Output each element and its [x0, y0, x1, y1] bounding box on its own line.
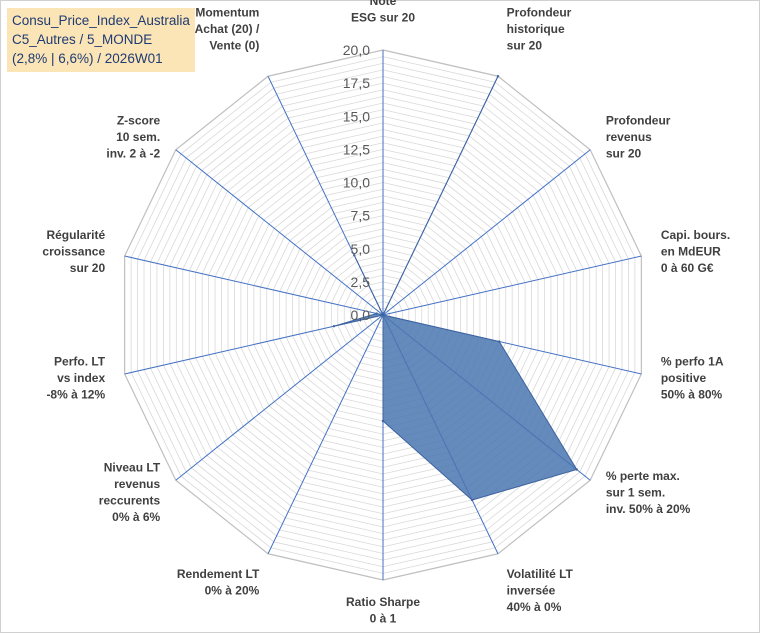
axis-label: Perfo. LT vs index -8% à 12% [46, 355, 105, 402]
axis-label-line: 10 sem. [116, 130, 160, 144]
tick-label: 0,0 [351, 307, 371, 323]
series-point [381, 313, 385, 317]
axis-label-line: croissance [42, 244, 105, 258]
radar-series [332, 75, 578, 502]
axis-label-line: en MdEUR [661, 244, 721, 258]
axis-label-line: historique [507, 22, 565, 36]
axis-label-line: reccurents [99, 494, 161, 508]
axis-label: Volatilité LT inversée 40% à 0% [507, 567, 574, 614]
series-point [353, 254, 356, 257]
radar-spoke [382, 149, 591, 316]
axis-label-line: Momentum [195, 6, 259, 20]
series-area [333, 76, 578, 501]
series-point [332, 325, 336, 328]
axis-label-line: Capi. bours. [661, 228, 730, 242]
axis-label-line: ESG sur 20 [351, 11, 415, 25]
axis-label: Z-score 10 sem. inv. 2 à -2 [106, 114, 160, 161]
radar-spoke [175, 149, 384, 316]
radar-axis-labels: Note ESG sur 20 Profondeur historique sur 20… [42, 0, 730, 626]
chart-title-box: Consu_Price_Index_Australia C5_Autres / … [7, 8, 195, 72]
tick-label: 2,5 [351, 274, 371, 290]
radar-spoke [175, 314, 384, 481]
axis-label-line: sur 20 [70, 261, 106, 275]
tick-label: 10,0 [343, 175, 370, 191]
series-point [375, 312, 378, 315]
radar-tick-labels: 0,0 2,5 5,0 7,5 10,0 12,5 15,0 17,5 20,0 [343, 42, 370, 323]
axis-label: % perfo 1A positive 50% à 80% [661, 355, 724, 402]
axis-label: Profondeur revenus sur 20 [606, 114, 671, 161]
axis-label: Capi. bours. en MdEUR 0 à 60 G€ [661, 228, 730, 275]
axis-label-line: Perfo. LT [54, 355, 106, 369]
series-point [498, 340, 501, 343]
tick-label: 5,0 [351, 241, 371, 257]
axis-label-line: inv. 50% à 20% [606, 502, 691, 516]
axis-label: Momentum Achat (20) / Vente (0) [195, 6, 260, 53]
axis-label-line: positive [661, 371, 707, 385]
axis-label: Profondeur historique sur 20 [507, 6, 572, 53]
axis-label-line: -8% à 12% [46, 388, 105, 402]
tick-label: 15,0 [343, 108, 370, 124]
series-point [496, 75, 500, 78]
axis-label-line: Achat (20) / [195, 22, 260, 36]
axis-label: Rendement LT 0% à 20% [177, 567, 260, 598]
axis-label-line: inv. 2 à -2 [106, 147, 160, 161]
radar-spoke [124, 255, 384, 316]
axis-label-line: Z-score [117, 114, 161, 128]
radar-spoke [267, 314, 384, 554]
axis-label-line: revenus [114, 477, 160, 491]
axis-label-line: 50% à 80% [661, 388, 723, 402]
axis-label-line: Ratio Sharpe [346, 595, 420, 609]
axis-label-line: % perte max. [606, 469, 680, 483]
axis-label-line: inversée [507, 583, 556, 597]
axis-label-line: % perfo 1A [661, 355, 724, 369]
axis-label-line: sur 20 [507, 39, 543, 53]
chart-title-line-1: Consu_Price_Index_Australia [12, 13, 190, 28]
axis-label-line: sur 1 sem. [606, 485, 665, 499]
axis-label-line: 0% à 6% [112, 510, 160, 524]
tick-label: 7,5 [351, 208, 371, 224]
axis-label-line: Profondeur [507, 6, 572, 20]
axis-label: Régularité croissance sur 20 [42, 228, 105, 275]
axis-label-line: Volatilité LT [507, 567, 574, 581]
axis-label-line: 0% à 20% [205, 583, 260, 597]
axis-label: Note ESG sur 20 [351, 0, 415, 25]
axis-label-line: revenus [606, 130, 652, 144]
series-point [470, 498, 474, 502]
axis-label: Ratio Sharpe 0 à 1 [346, 595, 420, 626]
chart-title-line-3: (2,8% | 6,6%) / 2026W01 [12, 51, 163, 66]
series-point [575, 468, 578, 471]
series-point [381, 419, 385, 423]
axis-label-line: Rendement LT [177, 567, 260, 581]
axis-label-line: sur 20 [606, 147, 642, 161]
tick-label: 17,5 [343, 75, 370, 91]
axis-label-line: 0 à 1 [370, 612, 397, 626]
axis-label-line: Note [370, 0, 397, 8]
axis-label-line: vs index [57, 371, 105, 385]
tick-label: 12,5 [343, 141, 370, 157]
axis-label-line: 0 à 60 G€ [661, 261, 714, 275]
chart-title-line-2: C5_Autres / 5_MONDE [12, 32, 153, 47]
axis-label-line: 40% à 0% [507, 600, 562, 614]
radar-spoke [382, 255, 642, 316]
axis-label-line: Vente (0) [209, 39, 259, 53]
axis-label-line: Niveau LT [104, 461, 161, 475]
axis-label-line: Profondeur [606, 114, 671, 128]
axis-label: Niveau LT revenus reccurents 0% à 6% [99, 461, 161, 525]
axis-label: % perte max. sur 1 sem. inv. 50% à 20% [606, 469, 691, 516]
tick-label: 20,0 [343, 42, 370, 58]
axis-label-line: Régularité [46, 228, 105, 242]
